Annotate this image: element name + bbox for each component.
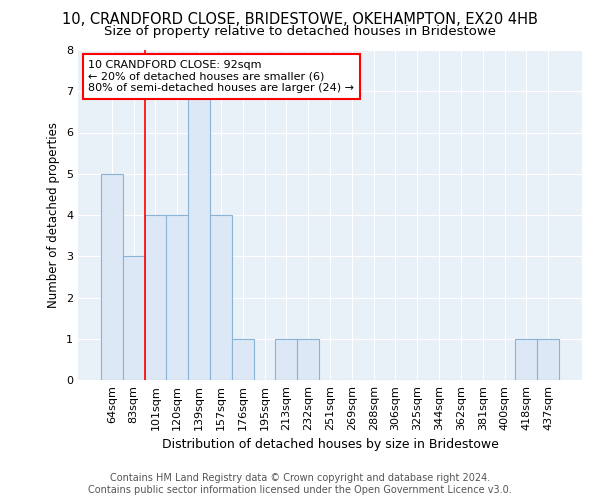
Text: 10 CRANDFORD CLOSE: 92sqm
← 20% of detached houses are smaller (6)
80% of semi-d: 10 CRANDFORD CLOSE: 92sqm ← 20% of detac…: [88, 60, 354, 93]
Bar: [188, 91, 210, 380]
Bar: [297, 339, 319, 380]
Text: 10, CRANDFORD CLOSE, BRIDESTOWE, OKEHAMPTON, EX20 4HB: 10, CRANDFORD CLOSE, BRIDESTOWE, OKEHAMP…: [62, 12, 538, 28]
Bar: [101, 174, 123, 380]
Y-axis label: Number of detached properties: Number of detached properties: [47, 122, 61, 308]
Bar: [166, 215, 188, 380]
X-axis label: Distribution of detached houses by size in Bridestowe: Distribution of detached houses by size …: [161, 438, 499, 452]
Bar: [515, 339, 537, 380]
Bar: [210, 215, 232, 380]
Bar: [145, 215, 166, 380]
Bar: [537, 339, 559, 380]
Bar: [275, 339, 297, 380]
Text: Contains HM Land Registry data © Crown copyright and database right 2024.
Contai: Contains HM Land Registry data © Crown c…: [88, 474, 512, 495]
Bar: [232, 339, 254, 380]
Bar: [123, 256, 145, 380]
Text: Size of property relative to detached houses in Bridestowe: Size of property relative to detached ho…: [104, 25, 496, 38]
